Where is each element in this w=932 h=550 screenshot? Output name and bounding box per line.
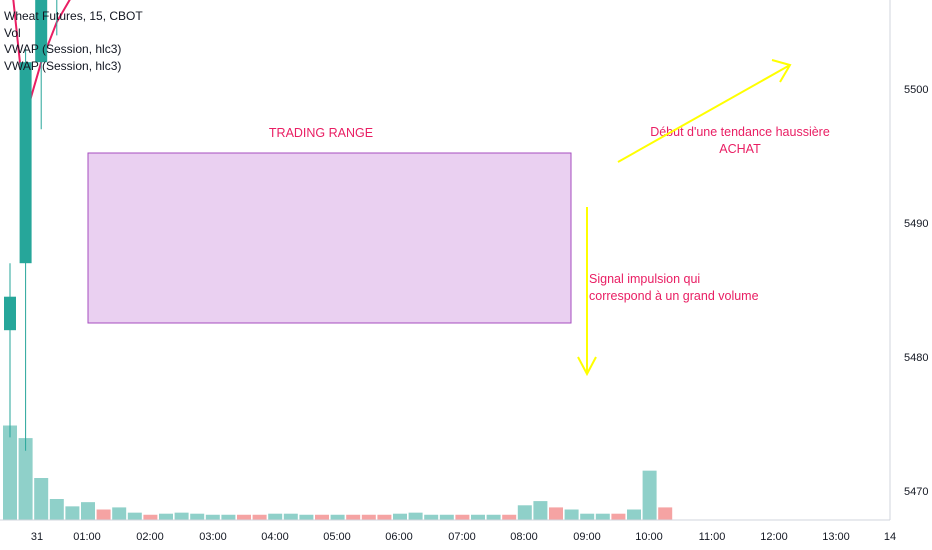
x-tick-0: 31 — [31, 531, 43, 543]
volume-bar-35 — [549, 507, 563, 520]
x-tick-8: 08:00 — [510, 531, 538, 543]
legend: Wheat Futures, 15, CBOT Vol VWAP (Sessio… — [4, 8, 143, 74]
volume-bar-2 — [34, 478, 49, 520]
candle-body-2 — [35, 0, 48, 63]
volume-bar-1 — [18, 438, 33, 520]
volume-bar-12 — [190, 513, 205, 520]
volume-bar-26 — [408, 512, 423, 520]
x-tick-3: 03:00 — [199, 531, 227, 543]
trend-arrow-shaft — [617, 64, 791, 163]
y-tick-1: 5480 — [904, 352, 928, 364]
volume-bar-18 — [283, 513, 298, 520]
volume-bar-31 — [486, 514, 501, 520]
x-tick-4: 04:00 — [261, 531, 289, 543]
volume-bars — [3, 425, 673, 520]
volume-bar-41 — [642, 470, 657, 520]
volume-bar-14 — [221, 514, 236, 520]
volume-bar-7 — [112, 507, 127, 520]
volume-bar-5 — [81, 502, 95, 520]
volume-bar-10 — [159, 513, 173, 520]
volume-bar-3 — [49, 499, 64, 520]
x-tick-2: 02:00 — [136, 531, 164, 543]
y-tick-3: 5500 — [904, 84, 928, 96]
trend-arrow-head — [771, 59, 792, 83]
candle-body-0 — [4, 296, 16, 331]
volume-bar-4 — [65, 506, 80, 520]
y-axis: 5470548054905500551055205530554055505560… — [889, 0, 928, 520]
x-tick-9: 09:00 — [573, 531, 601, 543]
legend-symbol[interactable]: Wheat Futures, 15, CBOT — [4, 9, 143, 23]
volume-bar-27 — [424, 514, 439, 520]
legend-vwap-1[interactable]: VWAP (Session, hlc3) — [4, 42, 122, 56]
volume-bar-42 — [658, 507, 673, 520]
x-tick-6: 06:00 — [385, 531, 413, 543]
x-tick-13: 13:00 — [822, 531, 850, 543]
volume-bar-38 — [595, 513, 610, 520]
volume-bar-16 — [252, 514, 267, 520]
volume-bar-15 — [237, 514, 251, 520]
legend-vol[interactable]: Vol — [4, 25, 21, 40]
volume-bar-20 — [315, 514, 329, 520]
volume-bar-40 — [627, 509, 641, 520]
volume-bar-13 — [205, 514, 220, 520]
candle-body-1 — [19, 62, 32, 264]
candle-1 — [19, 48, 32, 451]
volume-bar-17 — [268, 513, 283, 520]
y-tick-0: 5470 — [904, 486, 928, 498]
signal-text-1: correspond à un grand volume — [589, 289, 759, 303]
volume-bar-8 — [127, 512, 142, 520]
candle-2 — [35, 0, 48, 130]
trend-text-0: Début d'une tendance haussière — [650, 125, 830, 139]
volume-bar-22 — [346, 514, 361, 520]
x-tick-14: 14 — [884, 531, 896, 543]
volume-bar-9 — [143, 514, 158, 520]
volume-bar-33 — [517, 505, 532, 520]
candle-0 — [4, 263, 16, 438]
volume-bar-23 — [361, 514, 376, 520]
volume-bar-21 — [330, 514, 345, 520]
trend-text-1: ACHAT — [719, 142, 761, 156]
volume-bar-32 — [502, 514, 517, 520]
volume-bar-29 — [455, 514, 470, 520]
x-tick-11: 11:00 — [699, 531, 726, 543]
volume-bar-0 — [3, 425, 17, 520]
volume-bar-24 — [377, 514, 392, 520]
trading-range-box[interactable] — [87, 152, 572, 324]
x-axis: 31 01:00 02:00 03:00 04:00 05:00 06:00 07:00 08:… — [0, 519, 896, 543]
signal-arrow-head — [577, 356, 597, 377]
volume-bar-19 — [299, 514, 314, 520]
volume-bar-39 — [611, 513, 626, 520]
signal-text-0: Signal impulsion qui — [589, 272, 700, 286]
volume-bar-30 — [471, 514, 485, 520]
x-tick-7: 07:00 — [448, 531, 476, 543]
volume-bar-34 — [533, 501, 548, 520]
x-tick-5: 05:00 — [323, 531, 351, 543]
x-tick-10: 10:00 — [635, 531, 663, 543]
volume-bar-37 — [580, 513, 595, 520]
volume-bar-6 — [96, 509, 111, 520]
x-tick-1: 01:00 — [73, 531, 101, 543]
legend-vwap-2[interactable]: VWAP (Session, hlc3) — [4, 58, 122, 73]
candles — [4, 0, 58, 451]
volume-bar-25 — [393, 513, 407, 520]
volume-bar-36 — [564, 509, 579, 520]
volume-bar-28 — [439, 514, 454, 520]
y-tick-2: 5490 — [904, 218, 928, 230]
x-tick-12: 12:00 — [760, 531, 788, 543]
volume-bar-11 — [174, 512, 189, 520]
trading-range-label: TRADING RANGE — [269, 126, 373, 140]
